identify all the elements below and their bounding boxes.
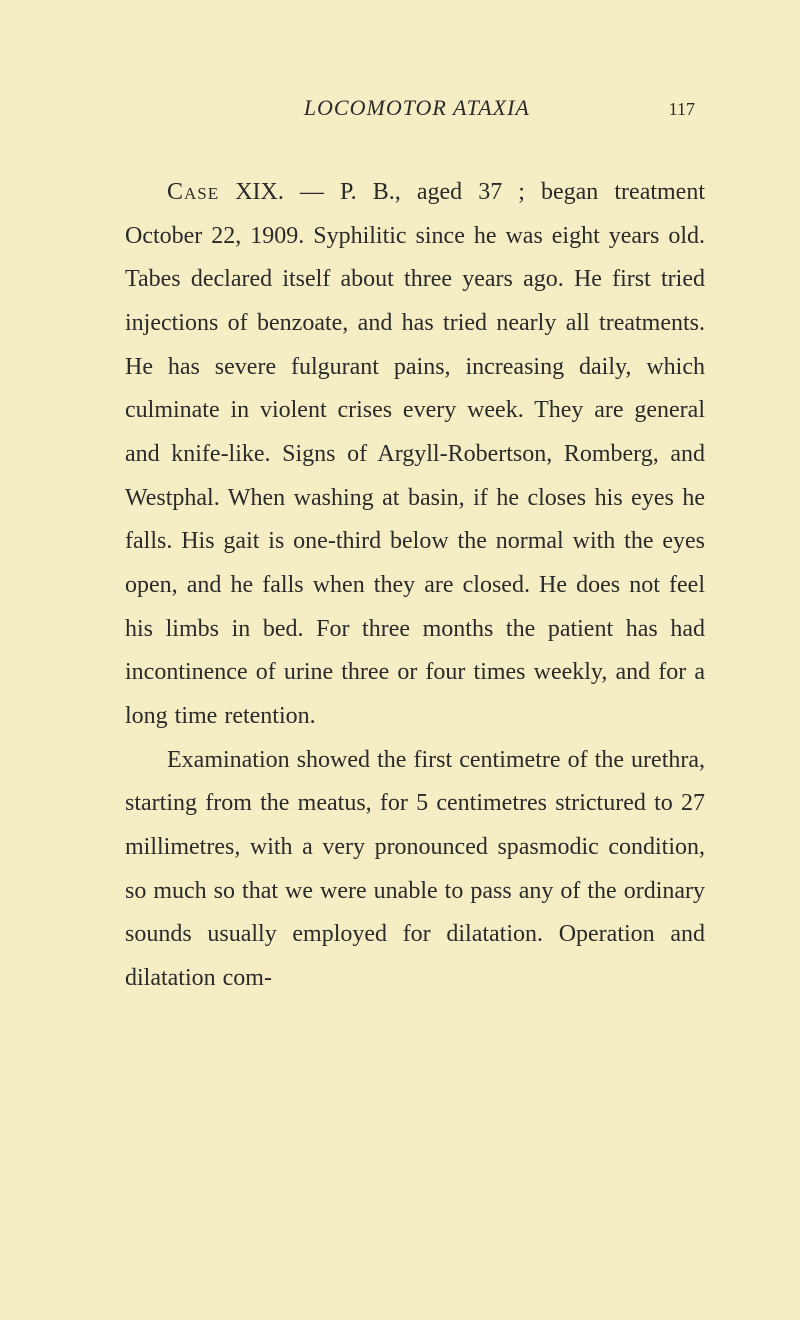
page-header: LOCOMOTOR ATAXIA 117 [125,95,705,121]
header-title: LOCOMOTOR ATAXIA [165,95,669,121]
paragraph-1-text: XIX. — P. B., aged 37 ; began treatment … [125,179,705,729]
body-content: Case XIX. — P. B., aged 37 ; began treat… [125,171,705,1001]
case-label: Case [167,179,219,205]
paragraph-1: Case XIX. — P. B., aged 37 ; began treat… [125,171,705,739]
paragraph-2: Examination showed the first centimetre … [125,739,705,1001]
page-number: 117 [669,99,695,120]
